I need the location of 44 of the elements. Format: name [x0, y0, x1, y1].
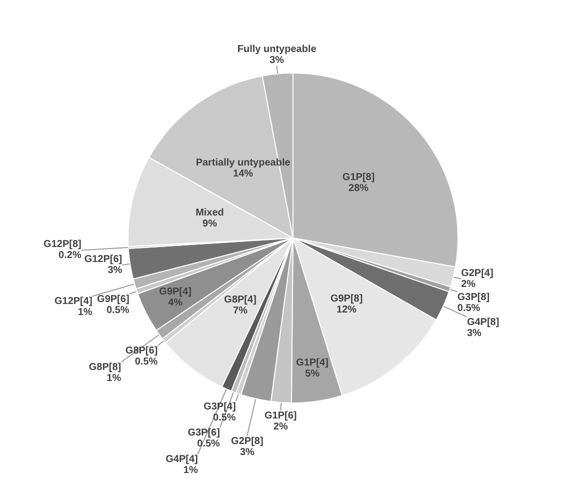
data-label: 2% [273, 422, 288, 433]
data-label: 0.5% [457, 302, 480, 314]
data-label: 2% [461, 278, 476, 290]
data-label: 0.2% [58, 250, 82, 262]
data-label: 7% [233, 305, 248, 316]
slice-label: G2P[4] [461, 268, 494, 279]
slice-label: G4P[4] [166, 454, 198, 465]
slice-label: G9P[8] [330, 294, 363, 305]
data-label: 1% [183, 464, 198, 476]
slice-label: G4P[8] [466, 316, 500, 328]
slice-label: G1P[8] [342, 172, 375, 184]
data-label: 5% [305, 368, 320, 380]
slice-label: G8P[4] [224, 294, 256, 306]
slice-label: G3P[4] [204, 401, 236, 412]
data-label: 0.5% [197, 438, 220, 450]
slice-label: Fully untypeable [237, 44, 317, 55]
data-label: 14% [233, 168, 254, 180]
slice-label: G12P[8] [44, 239, 82, 250]
data-label: 0.5% [134, 356, 158, 368]
slice-label: G1P[4] [296, 358, 328, 369]
slice-label: G12P[6] [84, 254, 122, 266]
data-label: 0.5% [213, 412, 236, 424]
slice-label: G8P[6] [125, 346, 158, 357]
slice-label: G9P[4] [159, 286, 192, 298]
data-label: 1% [106, 373, 122, 384]
slice-label: G1P[6] [264, 410, 297, 422]
slice-label: G8P[8] [88, 362, 122, 374]
slice-label: Partially untypeable [196, 158, 291, 169]
data-label: 28% [348, 183, 369, 194]
data-label: 3% [240, 446, 254, 458]
data-label: 3% [270, 54, 284, 66]
slice-label: G2P[8] [231, 436, 264, 447]
slice-label: Mixed [196, 208, 224, 219]
slice-label: G9P[6] [97, 294, 130, 305]
data-label: 3% [108, 265, 122, 276]
slice-label: G3P[6] [188, 427, 220, 438]
data-label: 4% [168, 298, 183, 309]
data-label: 1% [78, 307, 92, 318]
data-label: 0.5% [106, 304, 130, 316]
data-label: 3% [466, 328, 482, 339]
data-label: 9% [202, 218, 218, 230]
slice-label: G12P[4] [54, 296, 92, 308]
slice-label: G3P[8] [457, 292, 490, 303]
data-label: 12% [336, 304, 357, 316]
